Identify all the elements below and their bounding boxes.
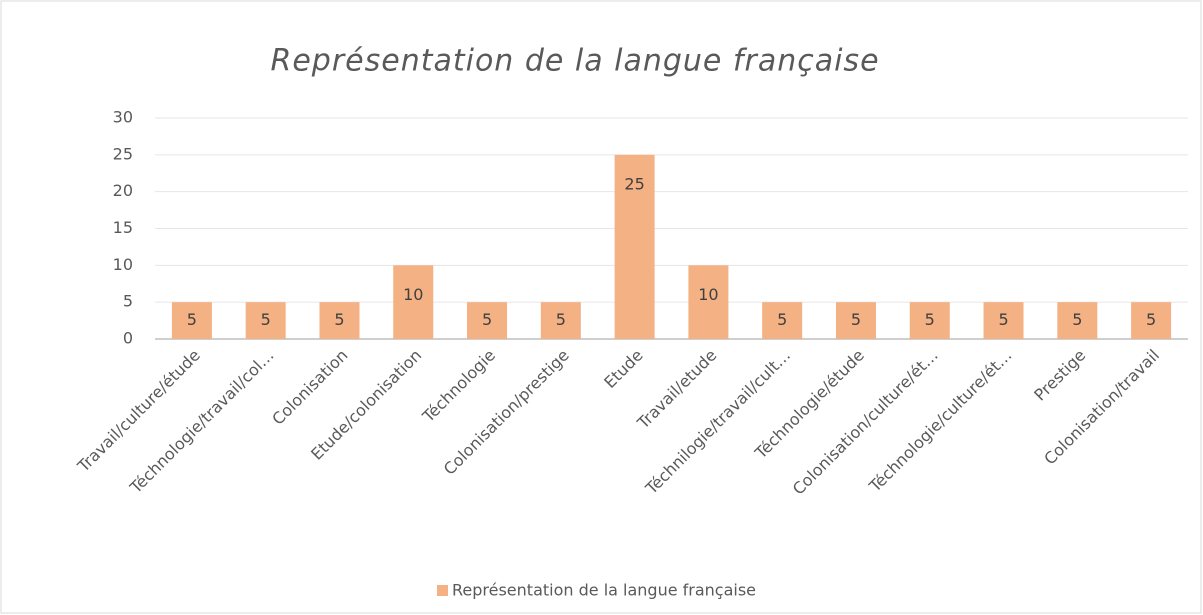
bar [835,302,876,339]
bar [614,154,655,339]
legend-label: Représentation de la langue française [452,581,756,600]
data-label: 5 [925,310,935,329]
bar [688,265,729,339]
bar [909,302,950,339]
data-label: 5 [187,310,197,329]
y-tick-label: 25 [113,144,133,163]
bar [1131,302,1172,339]
bar [1057,302,1098,339]
data-label: 5 [1072,310,1082,329]
bar [983,302,1024,339]
bar [540,302,581,339]
chart-title: Représentation de la langue française [270,44,879,79]
bar [171,302,212,339]
bar [319,302,360,339]
y-tick-label: 30 [113,108,133,127]
data-label: 10 [403,285,423,304]
data-label: 25 [624,174,644,193]
y-tick-label: 10 [113,255,133,274]
data-label: 5 [777,310,787,329]
data-label: 5 [261,310,271,329]
y-tick-label: 0 [123,329,133,348]
data-label: 5 [334,310,344,329]
data-label: 5 [1146,310,1156,329]
bar [762,302,803,339]
bar [245,302,286,339]
data-label: 10 [698,285,718,304]
y-tick-label: 20 [113,181,133,200]
data-label: 5 [482,310,492,329]
bar [467,302,508,339]
data-label: 5 [556,310,566,329]
bar [393,265,434,339]
legend-swatch [437,585,448,596]
data-label: 5 [851,310,861,329]
y-tick-label: 15 [113,218,133,237]
y-tick-label: 5 [123,292,133,311]
data-label: 5 [998,310,1008,329]
